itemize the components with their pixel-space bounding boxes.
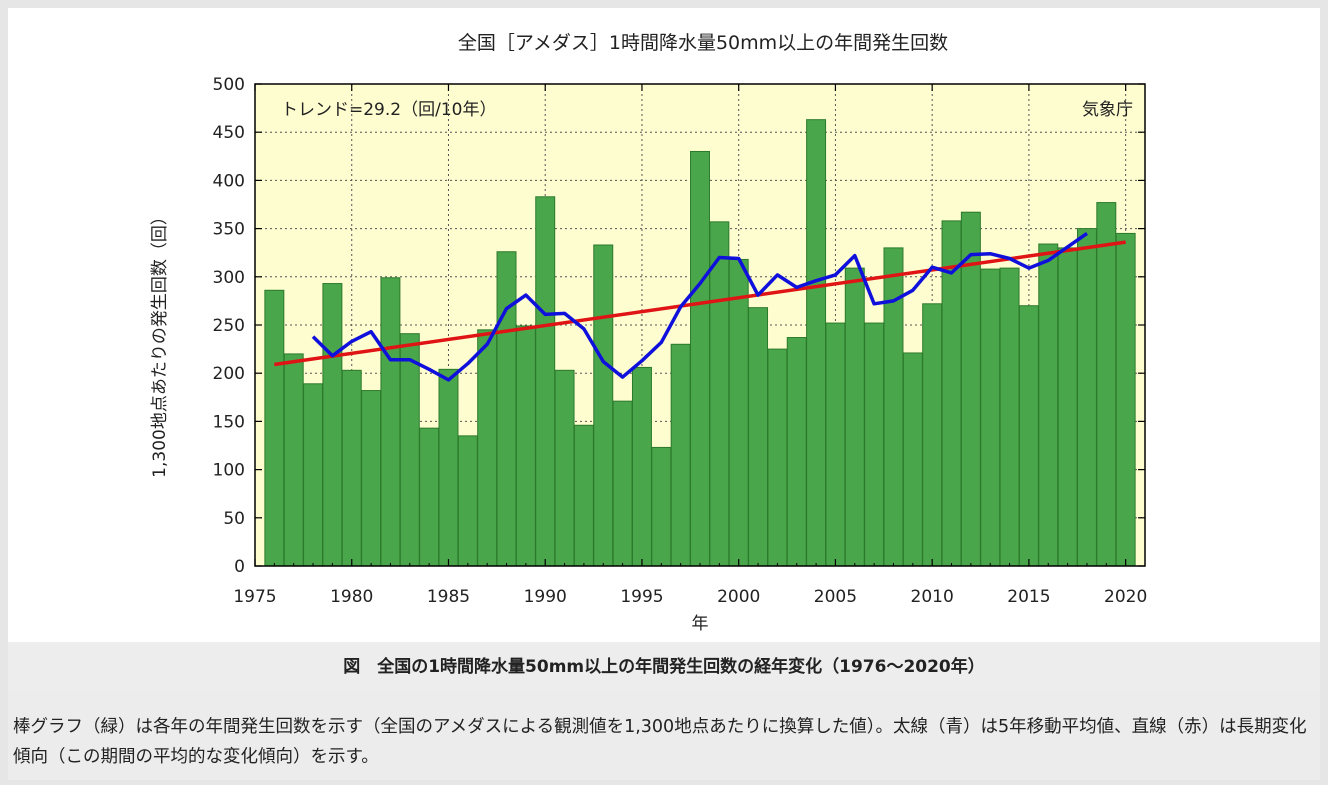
y-tick-label: 0 [234, 557, 245, 577]
bar-2006 [844, 267, 865, 567]
bar-1976 [264, 289, 285, 567]
y-tick-label: 350 [213, 220, 245, 240]
bar-2002 [767, 348, 788, 567]
bar-1982 [380, 277, 401, 567]
bars [264, 119, 1136, 567]
x-tick-label: 1985 [427, 587, 470, 607]
bar-2000 [728, 258, 749, 567]
axis-ticks: 0 50 100 150 200 250 300 350 400 450 500 1975 1980 19… [213, 75, 1148, 607]
y-tick-label: 150 [213, 412, 245, 432]
bar-1993 [593, 244, 614, 567]
bar-1987 [477, 329, 498, 567]
bar-2010 [922, 303, 943, 567]
caption-title: 図 全国の1時間降水量50mm以上の年間発生回数の経年変化（1976～2020年… [343, 657, 985, 677]
x-axis-label: 年 [692, 614, 709, 634]
bar-1979 [322, 283, 343, 567]
x-tick-label: 2000 [717, 587, 760, 607]
bar-1977 [283, 353, 304, 567]
bar-2016 [1038, 243, 1059, 567]
bar-1997 [670, 343, 691, 567]
bar-1981 [361, 390, 382, 567]
bar-2017 [1057, 247, 1078, 567]
trend-line [274, 240, 1126, 367]
bar-2019 [1096, 202, 1117, 567]
trend-label: トレンド=29.2（回/10年） [281, 100, 496, 120]
bar-1989 [515, 325, 536, 567]
bar-1995 [631, 366, 652, 567]
bar-1988 [496, 251, 517, 567]
x-tick-label: 1980 [330, 587, 373, 607]
bar-1978 [303, 383, 324, 567]
bar-1984 [419, 427, 440, 567]
bar-1991 [554, 369, 575, 567]
bar-2014 [999, 267, 1020, 567]
bar-1990 [535, 196, 556, 567]
bar-2001 [748, 307, 769, 567]
caption-bar: 図 全国の1時間降水量50mm以上の年間発生回数の経年変化（1976～2020年… [8, 642, 1320, 690]
bar-1996 [651, 446, 672, 567]
bar-1992 [573, 424, 594, 567]
chart-panel: 全国［アメダス］1時間降水量50mm以上の年間発生回数 0 50 100 150 200… [8, 8, 1320, 642]
x-tick-label: 2010 [911, 587, 954, 607]
y-axis-label: 1,300地点あたりの発生回数（回） [150, 208, 170, 478]
bar-2009 [902, 352, 923, 567]
bar-1999 [709, 221, 730, 567]
bar-1994 [612, 400, 633, 567]
bar-1980 [341, 369, 362, 567]
source-label: 気象庁 [1082, 100, 1133, 120]
bar-2020 [1115, 232, 1136, 567]
y-tick-label: 500 [213, 75, 245, 95]
y-tick-label: 400 [213, 171, 245, 191]
bar-2015 [1018, 305, 1039, 567]
chart-title: 全国［アメダス］1時間降水量50mm以上の年間発生回数 [458, 32, 948, 54]
y-tick-label: 50 [223, 509, 245, 529]
x-tick-label: 2005 [814, 587, 857, 607]
y-tick-label: 300 [213, 268, 245, 288]
chart: 全国［アメダス］1時間降水量50mm以上の年間発生回数 0 50 100 150 200… [150, 32, 1148, 634]
y-tick-label: 450 [213, 123, 245, 143]
bar-2018 [1076, 228, 1097, 567]
bar-2013 [980, 268, 1001, 567]
bar-2003 [786, 337, 807, 567]
x-tick-label: 2015 [1007, 587, 1050, 607]
bar-2005 [825, 322, 846, 567]
description-area: 棒グラフ（緑）は各年の年間発生回数を示す（全国のアメダスによる観測値を1,300… [8, 690, 1320, 780]
bar-2007 [864, 322, 885, 567]
y-tick-label: 250 [213, 316, 245, 336]
x-tick-label: 2020 [1104, 587, 1147, 607]
bar-1985 [438, 368, 459, 567]
x-tick-label: 1975 [233, 587, 276, 607]
x-tick-label: 1995 [620, 587, 663, 607]
bar-1983 [399, 333, 420, 567]
bar-1998 [690, 150, 710, 567]
moving-average-line [311, 231, 1088, 382]
y-tick-label: 100 [213, 461, 245, 481]
y-tick-label: 200 [213, 364, 245, 384]
bar-2004 [806, 119, 827, 567]
bar-1986 [457, 435, 478, 567]
caption-description: 棒グラフ（緑）は各年の年間発生回数を示す（全国のアメダスによる観測値を1,300… [13, 717, 1307, 767]
x-tick-label: 1990 [524, 587, 567, 607]
